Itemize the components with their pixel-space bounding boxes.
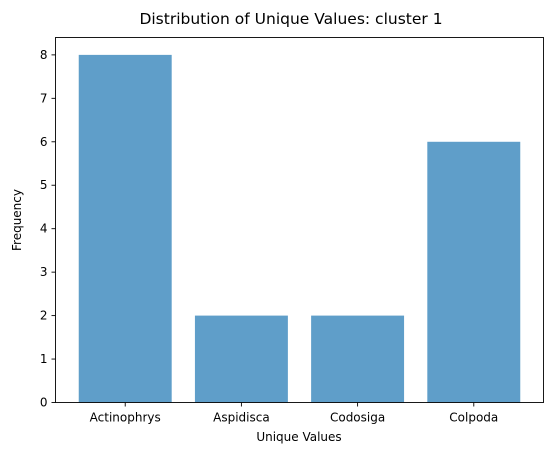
bar-codosiga	[311, 315, 405, 403]
y-tick-label: 6	[40, 135, 48, 149]
x-tick-label: Aspidisca	[213, 411, 270, 425]
x-tick-label: Actinophrys	[90, 411, 161, 425]
y-tick-label: 5	[40, 178, 48, 192]
bar-colpoda	[427, 141, 521, 403]
y-tick-label: 0	[40, 396, 48, 410]
plot-frame	[55, 37, 544, 403]
chart-title: Distribution of Unique Values: cluster 1	[139, 10, 442, 28]
y-axis-label: Frequency	[10, 189, 24, 251]
x-tick-label: Colpoda	[449, 411, 498, 425]
y-tick-label: 4	[40, 222, 48, 236]
x-axis-label: Unique Values	[256, 430, 341, 444]
y-tick-label: 3	[40, 265, 48, 279]
bar-aspidisca	[194, 315, 288, 403]
bars-group	[78, 54, 521, 403]
y-tick-label: 7	[40, 91, 48, 105]
y-tick-label: 1	[40, 352, 48, 366]
y-axis-ticks: 0 1 2 3 4 5 6 7 8	[40, 48, 56, 410]
y-tick-label: 8	[40, 48, 48, 62]
y-tick-label: 2	[40, 309, 48, 323]
bar-actinophrys	[78, 54, 172, 403]
x-tick-label: Codosiga	[330, 411, 385, 425]
x-axis-ticks: Actinophrys Aspidisca Codosiga Colpoda	[90, 402, 498, 425]
